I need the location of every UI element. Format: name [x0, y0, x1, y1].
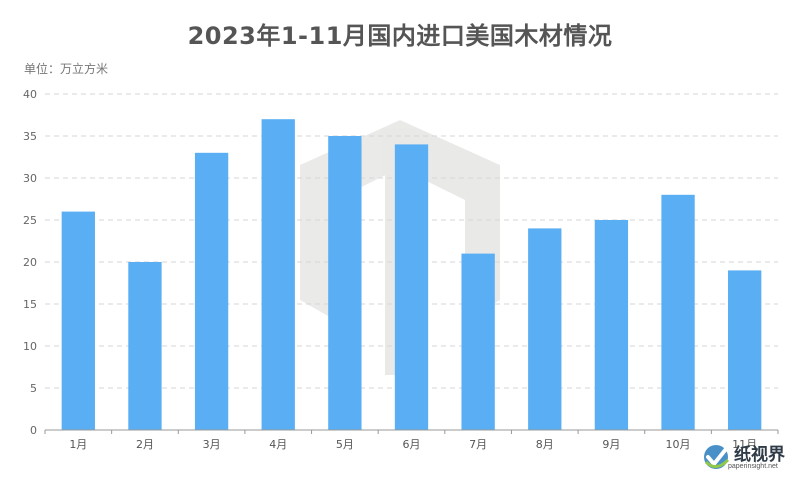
paperinsight-logo-icon: [704, 445, 730, 469]
bar-2: [128, 262, 162, 430]
x-tick-label: 8月: [536, 438, 554, 451]
x-tick-label: 2月: [136, 438, 154, 451]
bar-layer: [61, 119, 762, 431]
watermark-url: paperinsight.net: [728, 463, 778, 470]
watermark-logo: 纸视界 paperinsight.net: [700, 438, 796, 478]
x-tick-label: 4月: [269, 438, 287, 451]
y-tick-label: 35: [23, 130, 37, 143]
bar-5: [328, 136, 362, 430]
y-tick-label: 20: [23, 256, 37, 269]
y-tick-label: 40: [23, 88, 37, 101]
y-tick-label: 15: [23, 298, 37, 311]
x-tick-label: 11月: [732, 438, 757, 451]
y-tick-label: 0: [30, 424, 37, 437]
y-tick-label: 30: [23, 172, 37, 185]
y-tick-label: 10: [23, 340, 37, 353]
bar-11: [728, 270, 762, 430]
bar-1: [61, 211, 95, 430]
x-tick-label: 10月: [666, 438, 691, 451]
x-tick-label: 3月: [203, 438, 221, 451]
x-tick-label: 6月: [403, 438, 421, 451]
unit-label: 单位：万立方米: [24, 62, 109, 76]
y-tick-label: 5: [30, 382, 37, 395]
watermark-name: 纸视界: [734, 445, 785, 465]
axis-layer: 0 5 10 15 20 25 30 35 40 1月 2月 3月 4月 5月 6月 7月 8月 9月 10月 11月: [23, 88, 779, 451]
x-tick-label: 5月: [336, 438, 354, 451]
bar-4: [261, 119, 295, 430]
chart-title: 2023年1-11月国内进口美国木材情况: [187, 22, 613, 50]
x-tick-label: 7月: [469, 438, 487, 451]
y-tick-label: 25: [23, 214, 37, 227]
x-tick-label: 9月: [602, 438, 620, 451]
bar-6: [394, 144, 429, 430]
bar-8: [528, 228, 562, 430]
bar-10: [661, 194, 695, 430]
bar-9: [594, 220, 629, 430]
bar-3: [194, 152, 229, 431]
x-tick-label: 1月: [69, 438, 87, 451]
bar-7: [461, 253, 495, 430]
